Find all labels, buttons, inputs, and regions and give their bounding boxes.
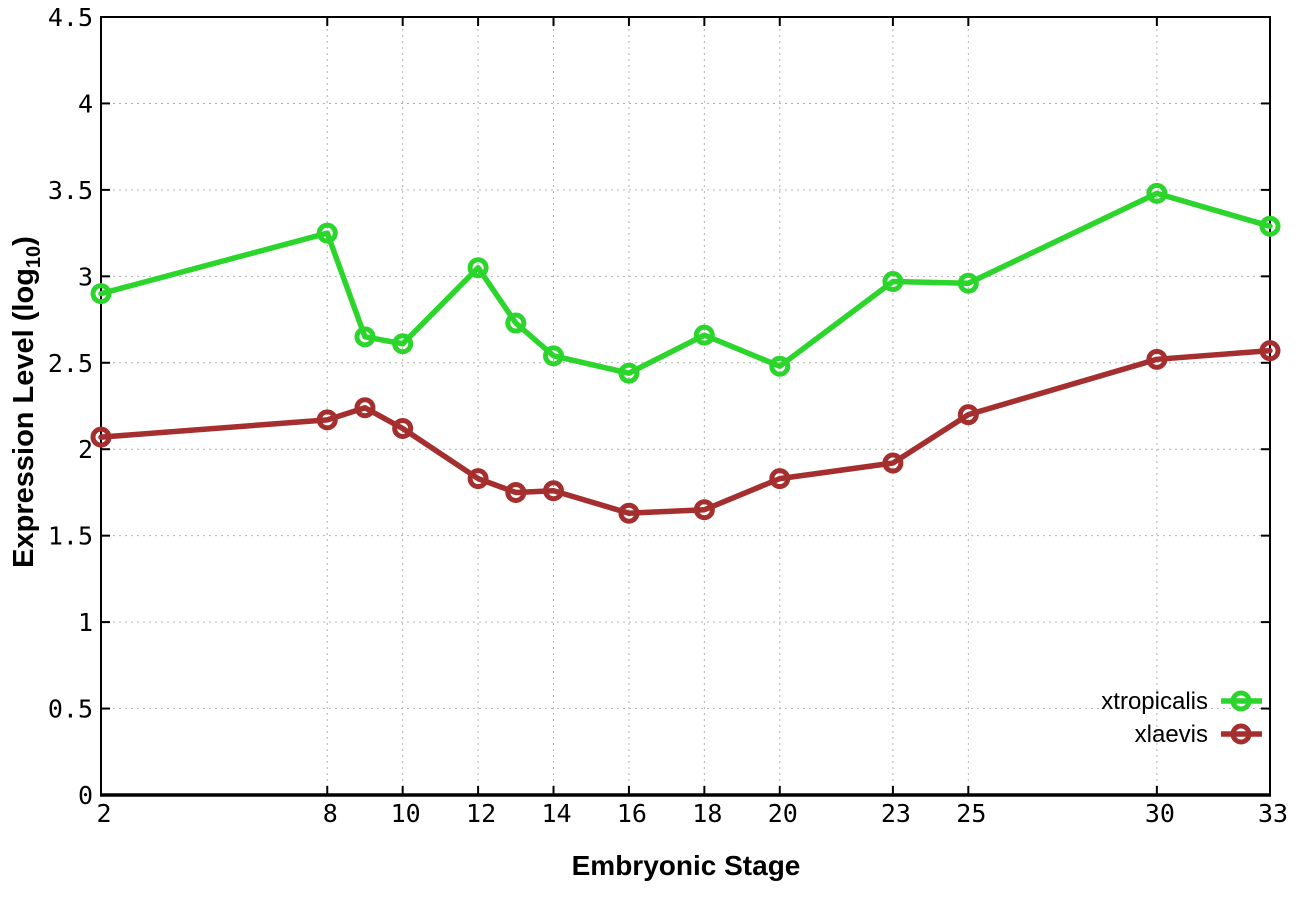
y-tick-label: 2.5 [48,349,93,378]
data-point-xlaevis-14 [543,480,565,502]
x-tick-label: 33 [1258,799,1288,828]
data-point-xlaevis-8 [316,409,338,431]
data-point-xtropicalis-33 [1259,215,1281,237]
data-point-xtropicalis-20 [769,355,791,377]
x-tick-label: 16 [617,799,647,828]
data-point-xlaevis-12 [467,468,489,490]
x-tick-label: 14 [541,799,571,828]
legend-marker-xtropicalis [1230,690,1252,712]
y-tick-label: 4.5 [48,3,93,32]
data-point-xtropicalis-13 [505,312,527,334]
data-point-xlaevis-23 [882,452,904,474]
data-point-xlaevis-2 [90,426,112,448]
data-point-xtropicalis-25 [957,272,979,294]
y-tick-label: 0.5 [48,695,93,724]
x-tick-label: 25 [956,799,986,828]
data-point-xlaevis-10 [392,417,414,439]
data-point-xtropicalis-2 [90,283,112,305]
y-tick-label: 3.5 [48,176,93,205]
data-point-xtropicalis-12 [467,257,489,279]
y-tick-label: 4 [78,89,93,118]
y-axis-title: Expression Level (log10) [8,236,46,568]
data-point-xlaevis-16 [618,502,640,524]
data-point-xlaevis-18 [693,499,715,521]
data-point-xlaevis-20 [769,468,791,490]
data-point-xtropicalis-23 [882,271,904,293]
data-point-xtropicalis-30 [1146,182,1168,204]
data-point-xlaevis-9 [354,397,376,419]
data-point-xtropicalis-18 [693,324,715,346]
y-axis-title-subscript: 10 [22,245,45,269]
y-tick-label: 0 [78,781,93,810]
x-tick-label: 8 [323,799,338,828]
y-tick-label: 1 [78,608,93,637]
data-point-xtropicalis-9 [354,326,376,348]
x-tick-label: 10 [391,799,421,828]
x-tick-label: 23 [881,799,911,828]
data-point-xtropicalis-8 [316,222,338,244]
legend-marker-xlaevis [1230,723,1252,745]
x-tick-label: 20 [768,799,798,828]
x-tick-label: 12 [466,799,496,828]
y-axis-title-text: Expression Level (log [8,268,41,568]
x-axis-title: Embryonic Stage [571,850,801,881]
data-point-xlaevis-30 [1146,348,1168,370]
legend-label-xlaevis: xlaevis [1135,721,1208,748]
data-point-xlaevis-13 [505,481,527,503]
data-point-xtropicalis-14 [543,345,565,367]
y-tick-label: 1.5 [48,522,93,551]
data-point-xtropicalis-10 [392,333,414,355]
legend-label-xtropicalis: xtropicalis [1101,688,1208,715]
x-tick-label: 30 [1145,799,1175,828]
y-axis-title-close: ) [8,236,41,246]
x-tick-label: 18 [692,799,722,828]
data-point-xtropicalis-16 [618,362,640,384]
data-point-xlaevis-33 [1259,340,1281,362]
y-tick-label: 3 [78,262,93,291]
data-point-xlaevis-25 [957,404,979,426]
y-tick-label: 2 [78,435,93,464]
x-tick-label: 2 [96,799,111,828]
